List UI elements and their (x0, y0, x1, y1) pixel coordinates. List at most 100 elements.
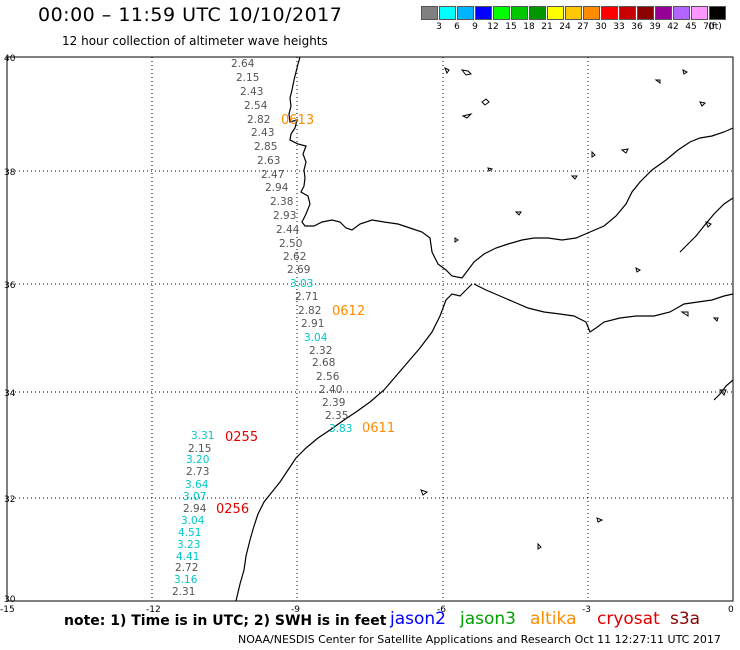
lat-label: 34 (4, 389, 16, 399)
wave-height-value: 4.51 (178, 527, 201, 539)
satellite-name-cryosat: cryosat (597, 609, 660, 629)
wave-height-value: 2.94 (265, 182, 289, 194)
wave-height-value: 2.38 (270, 196, 293, 208)
map-frame (6, 56, 734, 602)
wave-height-value: 2.64 (231, 58, 255, 70)
axis-labels: 40 38 36 34 32 30 -15 -12 -9 -6 -3 0 (0, 54, 734, 615)
wave-height-value: 2.40 (319, 384, 342, 396)
legend-swatch (565, 6, 582, 20)
legend-swatch (511, 6, 528, 20)
wave-height-value: 2.43 (251, 127, 274, 139)
legend-swatch (421, 6, 438, 20)
legend-label: 30 (595, 22, 607, 32)
lat-label: 36 (4, 281, 16, 291)
units-note: note: 1) Time is in UTC; 2) SWH is in fe… (64, 613, 387, 629)
lat-label: 38 (4, 168, 16, 178)
color-scale-legend (421, 6, 727, 20)
legend-swatch (637, 6, 654, 20)
wave-height-value: 2.73 (186, 466, 209, 478)
wave-height-value: 2.63 (257, 155, 280, 167)
islands (420, 66, 727, 550)
wave-height-value: 2.56 (316, 371, 340, 383)
wave-height-value: 2.82 (298, 305, 321, 317)
wave-height-value: 3.31 (191, 430, 214, 442)
legend-label: 21 (541, 22, 553, 32)
wave-height-value: 3.03 (290, 278, 313, 290)
legend-label: 39 (649, 22, 661, 32)
legend-swatch (673, 6, 690, 20)
satellite-name-altika: altika (530, 609, 577, 629)
legend-label: 27 (577, 22, 589, 32)
pass-time-label: 0611 (362, 421, 395, 436)
wave-height-value: 2.32 (309, 345, 332, 357)
legend-label: 9 (472, 22, 478, 32)
legend-label: 12 (487, 22, 499, 32)
legend-label: 42 (667, 22, 679, 32)
legend-swatch (691, 6, 708, 20)
legend-swatch (493, 6, 510, 20)
wave-height-value: 2.93 (273, 210, 296, 222)
lon-label: -3 (582, 605, 591, 615)
lon-label: 0 (728, 605, 734, 615)
legend-swatch (619, 6, 636, 20)
legend-swatch (709, 6, 726, 20)
graticule (7, 57, 733, 601)
wave-height-value: 2.54 (244, 100, 268, 112)
wave-height-value: 3.23 (177, 539, 200, 551)
pass-time-label: 0613 (281, 113, 314, 128)
wave-height-values: 2.642.152.432.542.822.432.852.632.472.94… (172, 58, 352, 598)
lon-label: -15 (0, 605, 15, 615)
lon-label: -6 (437, 605, 446, 615)
wave-height-value: 2.31 (172, 586, 195, 598)
legend-label: 36 (631, 22, 643, 32)
legend-swatch (547, 6, 564, 20)
wave-height-value: 2.39 (322, 397, 345, 409)
legend-swatch (601, 6, 618, 20)
lat-label: 30 (4, 595, 16, 605)
legend-label: 45 (685, 22, 697, 32)
wave-height-value: 3.83 (329, 423, 352, 435)
pass-time-label: 0612 (332, 304, 365, 319)
lat-label: 40 (4, 54, 16, 64)
lon-label: -9 (291, 605, 300, 615)
pass-time-labels: 0613 0612 0611 0255 0256 (216, 113, 395, 517)
wave-height-value: 2.85 (254, 141, 277, 153)
legend-label: 6 (454, 22, 460, 32)
pass-time-label: 0255 (225, 430, 258, 445)
wave-height-value: 3.04 (181, 515, 205, 527)
legend-label: 18 (523, 22, 535, 32)
legend-swatch (655, 6, 672, 20)
wave-height-value: 3.64 (185, 479, 209, 491)
pass-time-label: 0256 (216, 502, 249, 517)
wave-height-value: 2.72 (175, 562, 198, 574)
wave-height-value: 2.50 (279, 238, 302, 250)
wave-height-value: 2.44 (276, 224, 300, 236)
lon-label: -12 (146, 605, 161, 615)
satellite-name-jason2: jason2 (390, 609, 446, 629)
legend-label: 15 (505, 22, 517, 32)
wave-height-value: 2.15 (236, 72, 259, 84)
credit-footer: NOAA/NESDIS Center for Satellite Applica… (238, 633, 721, 646)
wave-height-value: 2.71 (295, 291, 318, 303)
wave-height-value: 2.82 (247, 114, 270, 126)
legend-label: (ft) (708, 22, 722, 32)
satellite-name-jason3: jason3 (460, 609, 516, 629)
legend-swatch (529, 6, 546, 20)
map-title: 00:00 – 11:59 UTC 10/10/2017 (38, 4, 343, 26)
coastline (235, 56, 734, 602)
satellite-name-s3a: s3a (670, 609, 701, 629)
wave-height-value: 2.47 (261, 169, 284, 181)
legend-label: 33 (613, 22, 625, 32)
legend-swatch (439, 6, 456, 20)
legend-label: 24 (559, 22, 571, 32)
wave-height-value: 3.20 (186, 454, 209, 466)
legend-swatch (457, 6, 474, 20)
wave-height-value: 2.15 (188, 443, 211, 455)
map-subtitle: 12 hour collection of altimeter wave hei… (62, 34, 328, 48)
wave-height-value: 2.91 (301, 318, 324, 330)
wave-height-value: 2.62 (283, 251, 306, 263)
wave-height-value: 4.41 (176, 551, 199, 563)
legend-swatch (475, 6, 492, 20)
legend-label: 70 (703, 22, 715, 32)
